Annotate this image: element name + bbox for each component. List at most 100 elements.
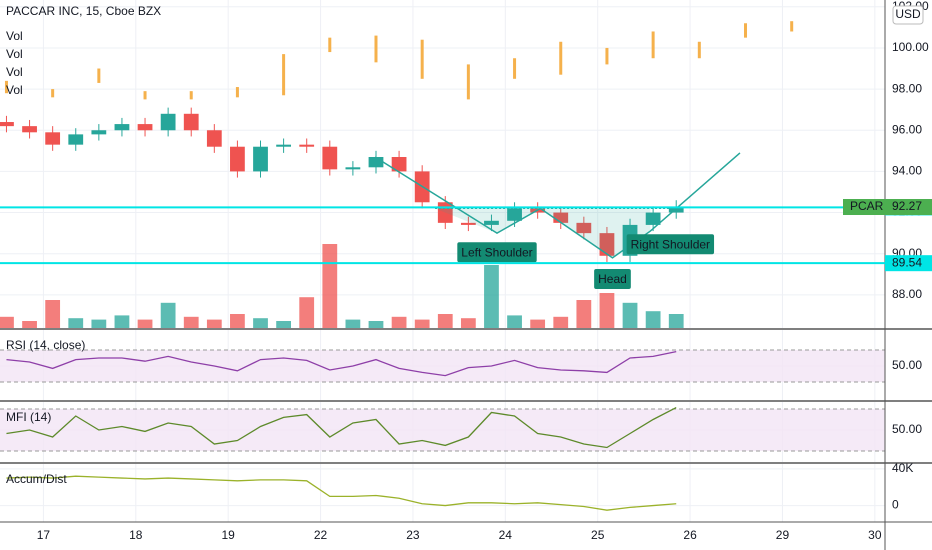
volume-bar [22, 321, 37, 328]
pattern-label: Left Shoulder [457, 242, 537, 263]
volume-bar [68, 318, 84, 328]
pattern-label: Head [594, 269, 631, 290]
volume-bar [206, 319, 222, 328]
candle-body [345, 167, 361, 170]
candle-body [114, 124, 130, 131]
pattern-label-box [457, 242, 537, 263]
candle-body [299, 144, 315, 147]
candle-body [276, 144, 291, 147]
candle-body [484, 220, 499, 225]
overlay-bar [559, 41, 563, 75]
overlay-bar [282, 54, 286, 96]
candle-body [576, 222, 592, 234]
overlay-bar [97, 68, 101, 83]
candle-body [391, 157, 407, 172]
volume-bar [576, 300, 592, 328]
indicator-line [6, 475, 677, 511]
pattern-label-text: Right Shoulder [631, 237, 710, 251]
x-tick-label: 22 [314, 528, 328, 542]
candle-body [45, 132, 61, 145]
symbol-label: PCAR [850, 199, 884, 213]
x-tick-label: 17 [37, 528, 51, 542]
pattern-label-box [626, 234, 715, 255]
y-tick-label: 98.00 [892, 81, 922, 95]
legend-label: Vol [6, 83, 23, 97]
overlay-bar [651, 31, 655, 59]
volume-bar [599, 293, 615, 328]
candle-body [460, 222, 476, 225]
last-price-tag [843, 199, 932, 216]
overlay-bar [420, 39, 424, 79]
indicator-title: MFI (14) [6, 410, 51, 424]
x-tick-label: 26 [683, 528, 697, 542]
volume-bar [137, 319, 153, 328]
volume-bar [645, 311, 661, 328]
legend-label: Vol [6, 47, 23, 61]
volume-bar [183, 316, 199, 328]
pattern-label: Right Shoulder [626, 234, 715, 255]
candle-body [599, 233, 615, 256]
legend-label: Vol [6, 29, 23, 43]
volume-bar [114, 315, 130, 328]
currency-label: USD [895, 7, 921, 21]
candle-body [68, 134, 84, 145]
candle-body [507, 208, 522, 221]
overlay-bar [189, 91, 193, 100]
volume-bar [345, 319, 361, 328]
candle-body [183, 113, 199, 131]
candle-body [645, 212, 661, 225]
y-tick-label: 50.00 [892, 358, 922, 372]
chart-title: PACCAR INC, 15, Cboe BZX [6, 4, 161, 18]
y-tick-label: 40K [892, 461, 913, 475]
indicator-line [6, 407, 677, 449]
x-tick-label: 30 [868, 528, 882, 542]
x-tick-label: 29 [776, 528, 790, 542]
overlay-bar [235, 87, 239, 98]
overlay-bar [513, 58, 517, 79]
x-tick-label: 18 [129, 528, 143, 542]
candle-body [22, 126, 37, 133]
volume-bar [45, 300, 61, 328]
candle-body [253, 146, 268, 172]
overlay-bar [744, 23, 748, 38]
overlay-bar [328, 37, 332, 53]
volume-bar [299, 297, 315, 328]
currency-box [892, 5, 924, 25]
volume-bar [414, 319, 430, 328]
candle-body [0, 122, 14, 127]
legend-label: Vol [6, 65, 23, 79]
candle-body [137, 124, 153, 131]
candle-body [230, 146, 245, 172]
volume-bar [622, 302, 638, 328]
volume-bar [530, 319, 546, 328]
volume-bar [460, 318, 476, 328]
overlay-bar [374, 35, 378, 63]
last-price-label: 92.27 [892, 199, 922, 213]
volume-bar [322, 244, 338, 328]
candle-body [368, 157, 384, 168]
candle-body [668, 207, 684, 213]
x-tick-label: 23 [406, 528, 420, 542]
band [0, 350, 885, 382]
volume-bar [484, 265, 499, 328]
volume-bar [437, 314, 453, 328]
y-tick-label: 0 [892, 498, 899, 512]
candle-body [160, 113, 176, 131]
candle-body [553, 212, 569, 223]
overlay-bar [466, 64, 470, 100]
overlay-bar [51, 89, 55, 98]
indicator-title: RSI (14, close) [6, 338, 85, 352]
x-tick-label: 19 [221, 528, 235, 542]
x-tick-label: 25 [591, 528, 605, 542]
pattern-label-text: Head [598, 272, 627, 286]
pattern-line [374, 152, 741, 259]
pattern-fill [435, 208, 651, 258]
y-tick-label: 100.00 [892, 40, 929, 54]
y-tick-label: 88.00 [892, 287, 922, 301]
candle-body [91, 130, 107, 135]
y-tick-label: 96.00 [892, 122, 922, 136]
volume-bar [0, 316, 14, 328]
candle-body [322, 146, 338, 170]
overlay-bar [790, 21, 794, 32]
